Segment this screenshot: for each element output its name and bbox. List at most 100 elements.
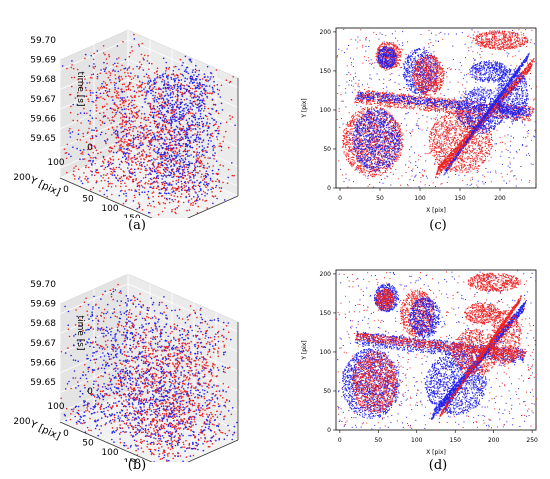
scatter-point xyxy=(167,390,169,393)
scatter-point xyxy=(137,444,139,447)
scatter-point xyxy=(186,66,189,69)
scatter-point xyxy=(170,118,172,120)
scatter-point xyxy=(144,137,147,140)
scatter-point xyxy=(119,100,121,102)
scatter-point xyxy=(152,406,155,408)
scatter-point xyxy=(152,378,154,380)
scatter-point xyxy=(76,68,79,71)
z-tick-label: 59.69 xyxy=(30,56,56,66)
scatter-point xyxy=(142,360,145,363)
scatter-point xyxy=(161,106,163,108)
scatter-point xyxy=(144,82,146,85)
scatter-point xyxy=(165,358,168,360)
scatter-point xyxy=(198,394,201,397)
scatter-point xyxy=(153,81,156,84)
scatter-point xyxy=(94,171,97,173)
scatter-point xyxy=(139,61,141,63)
scatter-point xyxy=(198,338,200,340)
scatter-point xyxy=(93,394,95,396)
scatter-point xyxy=(152,157,155,160)
scatter-point xyxy=(181,169,184,171)
scatter-point xyxy=(150,357,153,360)
scatter-point xyxy=(198,327,201,330)
scatter-point xyxy=(201,193,203,196)
scatter-point xyxy=(115,391,118,393)
scatter-point xyxy=(177,201,179,203)
scatter-point xyxy=(158,345,161,348)
scatter-point xyxy=(200,117,203,120)
scatter-point xyxy=(223,199,226,201)
scatter-point xyxy=(133,426,135,428)
scatter-point xyxy=(121,179,124,182)
scatter-point xyxy=(172,394,174,396)
scatter-point xyxy=(120,185,122,188)
scatter-point xyxy=(90,74,93,76)
scatter-point xyxy=(125,361,127,363)
scatter-point xyxy=(95,127,97,129)
scatter-point xyxy=(220,411,222,413)
scatter-point xyxy=(168,380,171,383)
scatter-point xyxy=(93,129,95,132)
scatter-point xyxy=(154,137,157,139)
scatter-point xyxy=(186,209,188,212)
scatter-point xyxy=(155,187,158,190)
scatter-point xyxy=(211,365,214,367)
scatter-point xyxy=(192,204,194,206)
scatter-point xyxy=(171,86,173,88)
scatter-point xyxy=(94,147,97,149)
scatter-point xyxy=(175,393,178,395)
scatter-point xyxy=(184,338,186,341)
scatter-point xyxy=(127,447,129,450)
scatter-point xyxy=(168,349,171,351)
scatter-point xyxy=(211,398,214,401)
scatter-point xyxy=(83,172,85,174)
scatter-point xyxy=(165,345,168,348)
y-tick-label: 100 xyxy=(47,158,64,168)
scatter-point xyxy=(108,394,110,397)
scatter-point xyxy=(156,355,159,357)
scatter-point xyxy=(100,367,103,369)
scatter-point xyxy=(144,435,147,437)
scatter-point xyxy=(171,415,174,417)
scatter-point xyxy=(125,134,128,136)
scatter-point xyxy=(191,115,193,117)
scatter-point xyxy=(173,195,175,197)
scatter-point xyxy=(132,343,135,346)
scatter-point xyxy=(108,373,110,376)
scatter-point xyxy=(141,393,143,395)
scatter-point xyxy=(194,100,196,102)
scatter-point xyxy=(174,95,177,98)
scatter-point xyxy=(127,297,129,300)
scatter-point xyxy=(144,136,146,138)
scatter-point xyxy=(104,68,107,71)
scatter-point xyxy=(158,409,161,412)
scatter-point xyxy=(135,177,137,180)
scatter-point xyxy=(179,91,182,93)
scatter-point xyxy=(89,114,91,117)
scatter-point xyxy=(202,190,205,193)
scatter-point xyxy=(138,193,141,196)
scatter-point xyxy=(133,90,136,92)
scatter-point xyxy=(126,69,129,71)
scatter-point xyxy=(167,192,170,194)
scatter-point xyxy=(203,130,205,132)
scatter-point xyxy=(161,412,164,415)
scatter-point xyxy=(179,381,181,384)
scatter-point xyxy=(91,100,93,103)
scatter-point xyxy=(99,72,101,74)
scatter-point xyxy=(121,343,124,345)
scatter-point xyxy=(132,145,134,147)
scatter-point xyxy=(128,117,131,119)
scatter-point xyxy=(120,160,123,163)
scatter-point xyxy=(105,334,107,337)
grid-wall-z2 xyxy=(59,303,129,334)
scatter-point xyxy=(165,375,168,378)
scatter-point xyxy=(143,356,146,359)
scatter-point xyxy=(121,125,124,128)
scatter-point xyxy=(147,102,149,105)
scatter-point xyxy=(134,319,136,322)
scatter-point xyxy=(107,180,109,183)
scatter-point xyxy=(185,439,187,442)
scatter-point xyxy=(99,92,102,95)
scatter-point xyxy=(163,139,166,141)
